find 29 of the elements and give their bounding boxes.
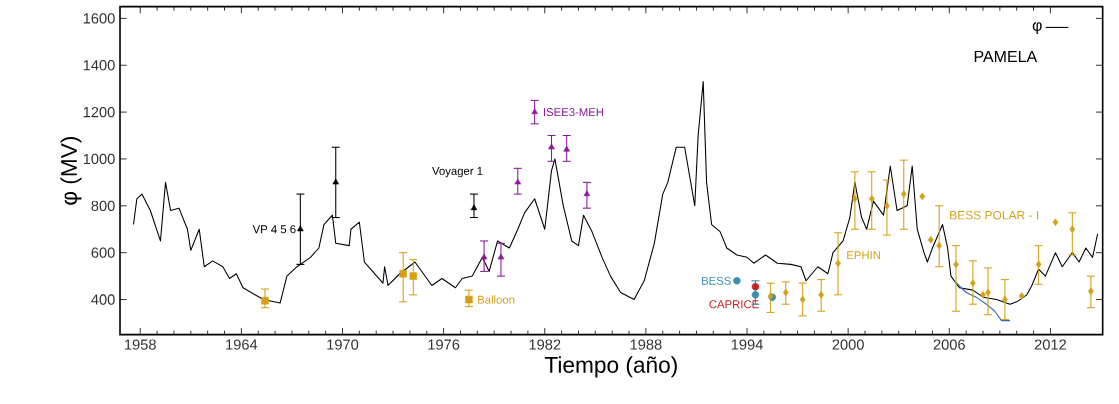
x-tick-label: 2000 [832,339,864,350]
text: Voyager 1 [432,167,483,178]
series-label: CAPRICE [709,300,759,309]
x-tick-label: 1994 [731,339,763,350]
series-label: EPHIN [847,251,881,260]
y-tick-label: 800 [91,200,115,211]
y-tick-label: 400 [91,294,115,305]
series-label: BESS [701,276,731,285]
y-tick-label: 1000 [83,153,115,165]
y-tick-label: 1400 [83,60,115,71]
x-tick-label: 1958 [125,339,156,350]
series-label: ISEE3-MEH [543,108,604,117]
x-tick-label: 1988 [630,339,662,350]
x-axis-title: Tiempo (año) [544,356,677,378]
series-label: VP 4 5 6 [252,225,296,234]
y-axis-title: φ (MV) [60,137,82,205]
y-tick-label: 1200 [83,106,115,118]
x-tick-label: 2012 [1034,339,1066,350]
annotation: BESS POLAR - I [950,210,1039,220]
x-tick-label: 1964 [226,339,258,350]
x-tick-label: 1976 [428,339,460,350]
annotation: PAMELA [974,50,1038,62]
x-tick-label: 1982 [529,339,561,350]
x-tick-label: 2006 [933,339,965,350]
legend-label: φ [1032,22,1042,35]
y-tick-label: 1600 [83,13,115,24]
y-tick-label: 600 [91,247,115,258]
series-label: Balloon [478,295,515,304]
x-tick-label: 1970 [327,339,359,350]
